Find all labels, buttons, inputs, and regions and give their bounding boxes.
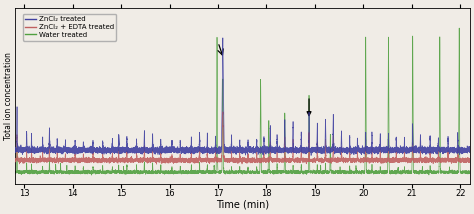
Legend: ZnCl₂ treated, ZnCl₂ + EDTA treated, Water treated: ZnCl₂ treated, ZnCl₂ + EDTA treated, Wat… [23, 13, 117, 41]
Y-axis label: Total ion concentration: Total ion concentration [4, 52, 13, 140]
X-axis label: Time (min): Time (min) [216, 200, 269, 210]
